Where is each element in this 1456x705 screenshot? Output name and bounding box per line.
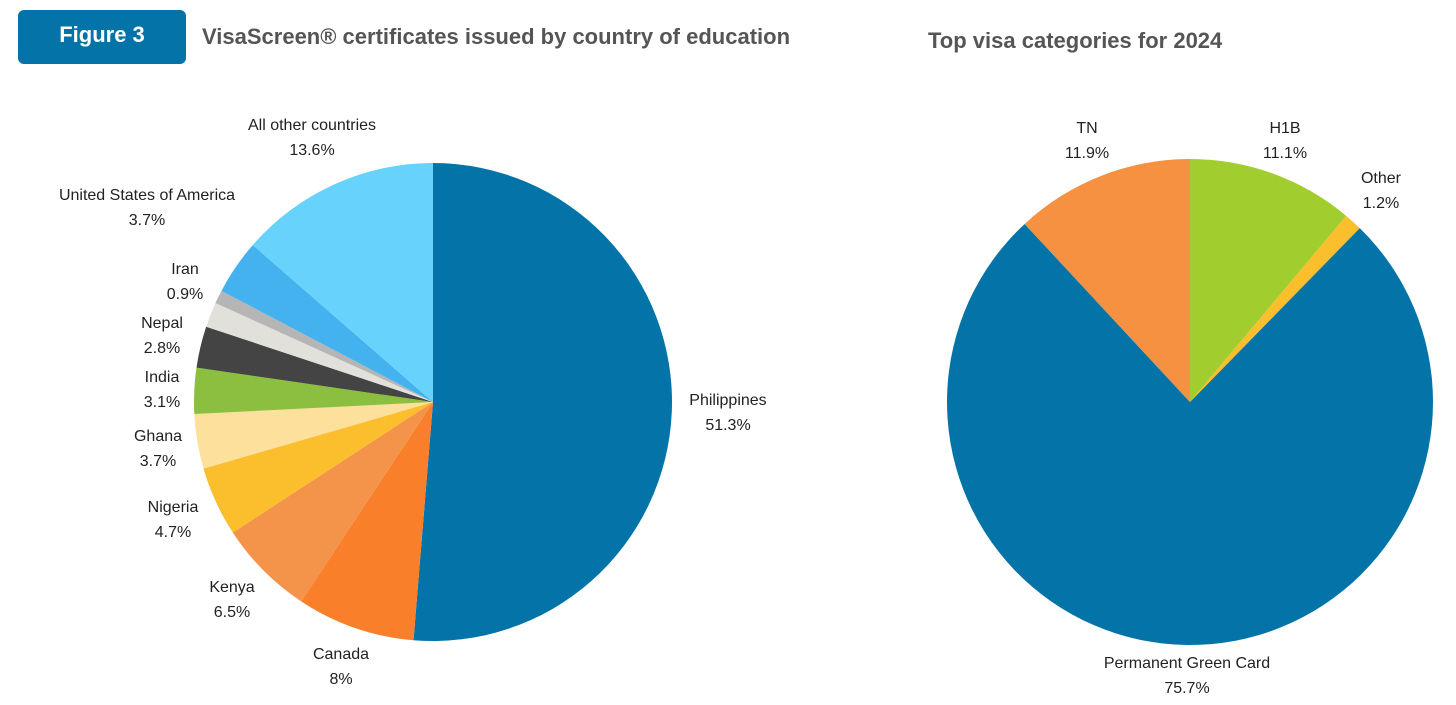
pie-slice (194, 367, 433, 415)
value-label: 0.9% (167, 286, 203, 303)
pie-slice (232, 402, 433, 602)
pie-slice (221, 245, 433, 402)
value-label: 3.7% (140, 453, 176, 470)
slice-label: Canada (313, 646, 369, 663)
slice-label: Nepal (141, 315, 183, 332)
value-label: 3.1% (144, 394, 180, 411)
slice-label: Nigeria (148, 499, 199, 516)
slice-label: Other (1361, 170, 1402, 187)
badge-box (18, 10, 186, 64)
value-label: 11.9% (1065, 145, 1109, 162)
pie-slice (947, 223, 1433, 646)
slice-label: H1B (1269, 120, 1300, 137)
pie-slice (1190, 215, 1360, 402)
slice-label: India (145, 369, 180, 386)
pie-slice (215, 290, 433, 402)
pie-slice (206, 302, 433, 402)
value-label: 2.8% (144, 340, 180, 357)
chart-title: Top visa categories for 2024 (928, 28, 1223, 53)
slice-label: Iran (171, 261, 199, 278)
slice-label: Kenya (209, 579, 254, 596)
badge: Figure 3 (59, 22, 145, 47)
slice-label: Philippines (689, 392, 766, 409)
value-label: 1.2% (1363, 195, 1399, 212)
value-label: 8% (329, 671, 352, 688)
chart-title: VisaScreen® certificates issued by count… (202, 24, 790, 49)
pie-slice (1190, 159, 1347, 402)
value-label: 11.1% (1263, 145, 1307, 162)
slice-label: United States of America (59, 187, 235, 204)
pie-slice (196, 326, 433, 402)
value-label: 4.7% (155, 524, 191, 541)
pie-slice (1024, 159, 1190, 402)
pie-slice (203, 402, 433, 533)
slice-label: Ghana (134, 428, 182, 445)
pie-slice (413, 163, 672, 641)
value-label: 6.5% (214, 604, 250, 621)
slice-label: TN (1076, 120, 1097, 137)
pie-slice (194, 402, 433, 469)
value-label: 3.7% (129, 212, 165, 229)
value-label: 13.6% (289, 142, 334, 159)
pie-slice (252, 163, 433, 402)
pie-slice (301, 402, 433, 641)
value-label: 51.3% (705, 417, 750, 434)
value-label: 75.7% (1164, 680, 1209, 697)
slice-label: Permanent Green Card (1104, 655, 1270, 672)
slice-label: All other countries (248, 117, 376, 134)
